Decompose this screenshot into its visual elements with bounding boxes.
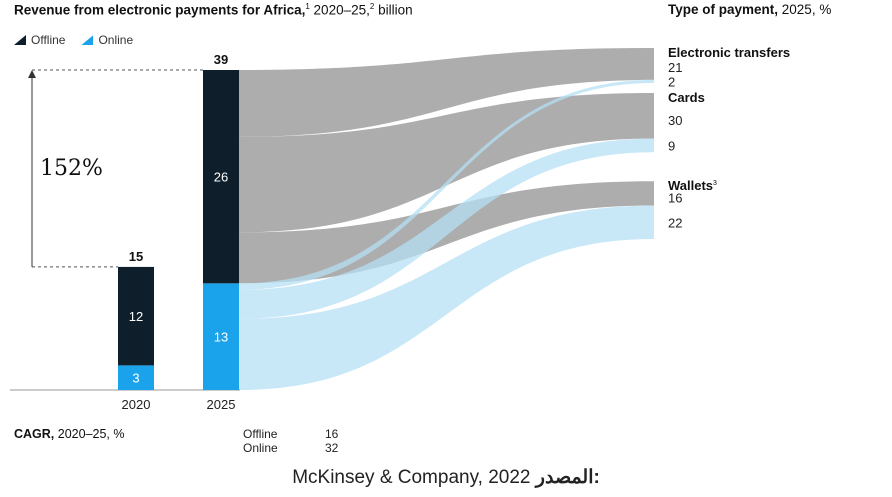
bar-value-online: 13 <box>214 330 228 345</box>
bar-total-label: 15 <box>129 249 143 264</box>
online-share-label: 9 <box>668 138 675 153</box>
legend-item-online: Online <box>81 33 133 47</box>
x-tick-label: 2020 <box>122 397 151 412</box>
cagr-value: 16 <box>325 427 339 441</box>
bar-value-offline: 26 <box>214 170 228 185</box>
offline-share-label: 16 <box>668 190 682 205</box>
online-share-label: 2 <box>668 74 675 89</box>
bar-offline <box>118 266 154 366</box>
source-label: المصدر: <box>535 467 600 488</box>
flow-offline <box>239 48 654 137</box>
source-text: McKinsey & Company, 2022 <box>292 467 531 488</box>
legend: Offline Online <box>14 33 143 47</box>
flow-online <box>239 205 654 390</box>
flow-online <box>239 138 654 319</box>
source-note: McKinsey & Company, 2022 المصدر: <box>0 466 892 489</box>
footnote-3: 3 <box>713 180 717 187</box>
chart-title-bold: Revenue from electronic payments for Afr… <box>14 2 306 18</box>
x-tick-label: 2025 <box>207 397 236 412</box>
cagr-row-online: Online 32 <box>243 441 338 455</box>
cagr-label-rest: 2020–25, % <box>54 427 125 441</box>
chart-title-rest: 2020–25, <box>309 2 370 18</box>
chart-title-unit: billion <box>374 2 413 18</box>
bar-online <box>118 365 154 390</box>
sankey-title-bold: Type of payment, <box>668 2 779 17</box>
sankey-title-rest: 2025, % <box>778 2 832 17</box>
bar-value-online: 3 <box>132 371 139 386</box>
online-swatch-icon <box>81 35 94 45</box>
flow-online <box>239 79 654 290</box>
bar-group: 12 3 15 2020 26 13 39 2025 <box>10 52 240 412</box>
payment-type-label: Wallets3 <box>668 178 717 193</box>
bar-offline <box>203 70 239 284</box>
bar-value-offline: 12 <box>129 309 143 324</box>
bar-total-label: 39 <box>214 52 228 67</box>
footnote-1: 1 <box>305 2 310 11</box>
legend-label-online: Online <box>98 33 134 47</box>
cagr-name: Online <box>243 441 278 455</box>
online-share-label: 22 <box>668 215 682 230</box>
growth-percent: 152% <box>40 156 103 181</box>
cagr-label: CAGR, 2020–25, % <box>14 427 124 441</box>
payment-type-label: Cards <box>668 90 705 105</box>
bar-online <box>203 283 239 390</box>
footnote-2: 2 <box>369 2 375 11</box>
offline-share-label: 21 <box>668 60 682 75</box>
cagr-table: Offline 16 Online 32 <box>243 427 338 455</box>
arrow-head-icon <box>28 70 36 78</box>
legend-item-offline: Offline <box>14 33 65 47</box>
cagr-label-bold: CAGR, <box>14 427 55 441</box>
sankey-title: Type of payment, 2025, % <box>668 2 831 17</box>
growth-annotation <box>28 69 203 268</box>
payment-type-label: Electronic transfers <box>668 45 790 60</box>
cagr-row-offline: Offline 16 <box>243 427 338 441</box>
cagr-value: 32 <box>325 441 339 455</box>
flow-offline <box>239 92 654 233</box>
offline-swatch-icon <box>14 35 26 45</box>
chart-title: Revenue from electronic payments for Afr… <box>14 2 413 18</box>
cagr-name: Offline <box>243 427 278 441</box>
offline-share-label: 30 <box>668 113 682 128</box>
sankey-flows <box>239 48 654 390</box>
legend-label-offline: Offline <box>31 33 66 47</box>
